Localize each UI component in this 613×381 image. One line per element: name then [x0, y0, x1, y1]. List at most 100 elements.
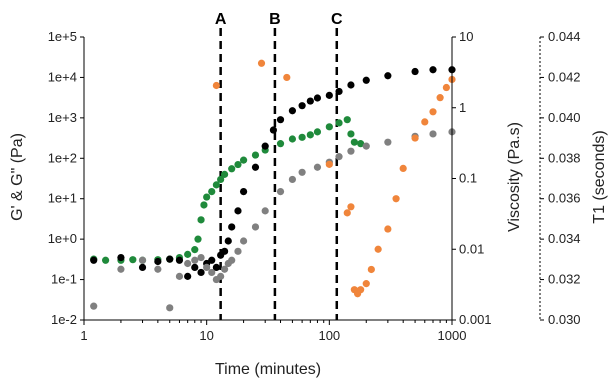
data-point: [362, 280, 370, 288]
data-point: [276, 187, 285, 196]
data-point: [234, 247, 242, 255]
y-mid-axis-title: Viscosity (Pa.s): [506, 122, 523, 232]
data-point: [220, 170, 229, 178]
data-point: [197, 268, 205, 277]
data-point: [347, 130, 355, 138]
data-point: [261, 207, 269, 215]
data-point: [269, 126, 278, 134]
data-point: [347, 81, 355, 89]
data-point: [429, 66, 437, 74]
data-point: [374, 245, 382, 253]
data-point: [197, 253, 205, 262]
y-mid-tick-label: 0.001: [459, 312, 492, 327]
x-tick-label: 10: [199, 328, 213, 343]
y-right-tick-label: 0.042: [548, 69, 581, 84]
data-point: [228, 223, 236, 231]
data-point: [184, 259, 192, 268]
data-point: [306, 131, 314, 139]
marker-label: C: [331, 11, 343, 28]
y-right-tick-label: 0.040: [548, 110, 581, 125]
data-point: [298, 133, 306, 141]
data-point: [384, 138, 392, 146]
data-point: [392, 195, 400, 203]
data-point: [138, 256, 147, 264]
y-left-tick-label: 1e+5: [48, 29, 77, 44]
series-points: [90, 59, 456, 312]
data-point: [298, 102, 306, 110]
data-point: [208, 268, 216, 277]
data-point: [347, 203, 355, 211]
data-point: [220, 247, 229, 255]
data-point: [288, 135, 297, 143]
y-left-tick-label: 1e+3: [48, 110, 77, 125]
data-point: [208, 187, 216, 196]
y-mid-tick-label: 1: [459, 100, 466, 115]
data-point: [251, 223, 260, 231]
data-point: [208, 256, 216, 264]
y-left-axis-title: G' & G" (Pa): [9, 133, 26, 221]
data-point: [154, 265, 162, 273]
y-right-tick-label: 0.032: [548, 272, 581, 287]
x-tick-label: 1000: [438, 328, 467, 343]
data-point: [191, 246, 199, 254]
data-point: [194, 235, 202, 243]
data-point: [203, 193, 211, 201]
data-point: [220, 265, 229, 273]
data-point: [442, 83, 450, 92]
data-point: [117, 253, 125, 262]
data-point: [90, 302, 98, 310]
data-point: [288, 175, 297, 184]
marker-label: B: [269, 11, 281, 28]
data-point: [239, 156, 248, 164]
data-point: [335, 119, 343, 127]
data-point: [276, 140, 285, 148]
data-point: [224, 237, 232, 245]
data-point: [234, 207, 242, 215]
y-left-tick-label: 1e+4: [48, 69, 77, 84]
data-point: [343, 209, 351, 217]
data-point: [429, 108, 437, 116]
data-point: [429, 130, 437, 138]
data-point: [276, 116, 285, 124]
data-point: [228, 256, 236, 264]
data-point: [217, 272, 225, 280]
vertical-markers: A B C: [215, 11, 343, 320]
y-left-tick-label: 1e+1: [48, 191, 77, 206]
y-right-tick-label: 0.036: [548, 191, 581, 206]
y-right-tick-label: 0.038: [548, 150, 581, 165]
data-point: [362, 142, 370, 150]
data-point: [357, 286, 365, 294]
x-tick-label: 1: [80, 328, 87, 343]
data-point: [239, 237, 248, 245]
data-point: [212, 81, 220, 90]
data-point: [191, 256, 199, 264]
y-left-tick-label: 1e+0: [48, 231, 77, 246]
y-mid-tick-label: 0.1: [459, 171, 477, 186]
data-point: [288, 107, 297, 115]
y-left-tick-label: 1e+2: [48, 150, 77, 165]
data-point: [184, 250, 192, 258]
data-point: [313, 163, 322, 171]
data-point: [251, 151, 260, 159]
marker-label: A: [215, 11, 227, 28]
data-point: [197, 216, 205, 224]
data-point: [90, 256, 98, 264]
data-point: [203, 263, 211, 272]
data-point: [138, 263, 147, 272]
data-point: [217, 175, 225, 184]
data-point: [283, 73, 291, 82]
data-point: [212, 181, 220, 189]
data-point: [335, 87, 343, 96]
y-mid-tick-label: 10: [459, 29, 473, 44]
data-point: [175, 272, 184, 280]
data-point: [325, 123, 333, 131]
data-point: [184, 272, 192, 280]
data-point: [436, 94, 444, 102]
data-point: [343, 116, 351, 124]
y-mid-tick-label: 0.01: [459, 241, 484, 256]
data-point: [154, 257, 162, 266]
data-point: [362, 76, 370, 84]
x-axis-title: Time (minutes): [215, 361, 321, 378]
data-point: [421, 118, 429, 126]
data-point: [251, 163, 260, 171]
